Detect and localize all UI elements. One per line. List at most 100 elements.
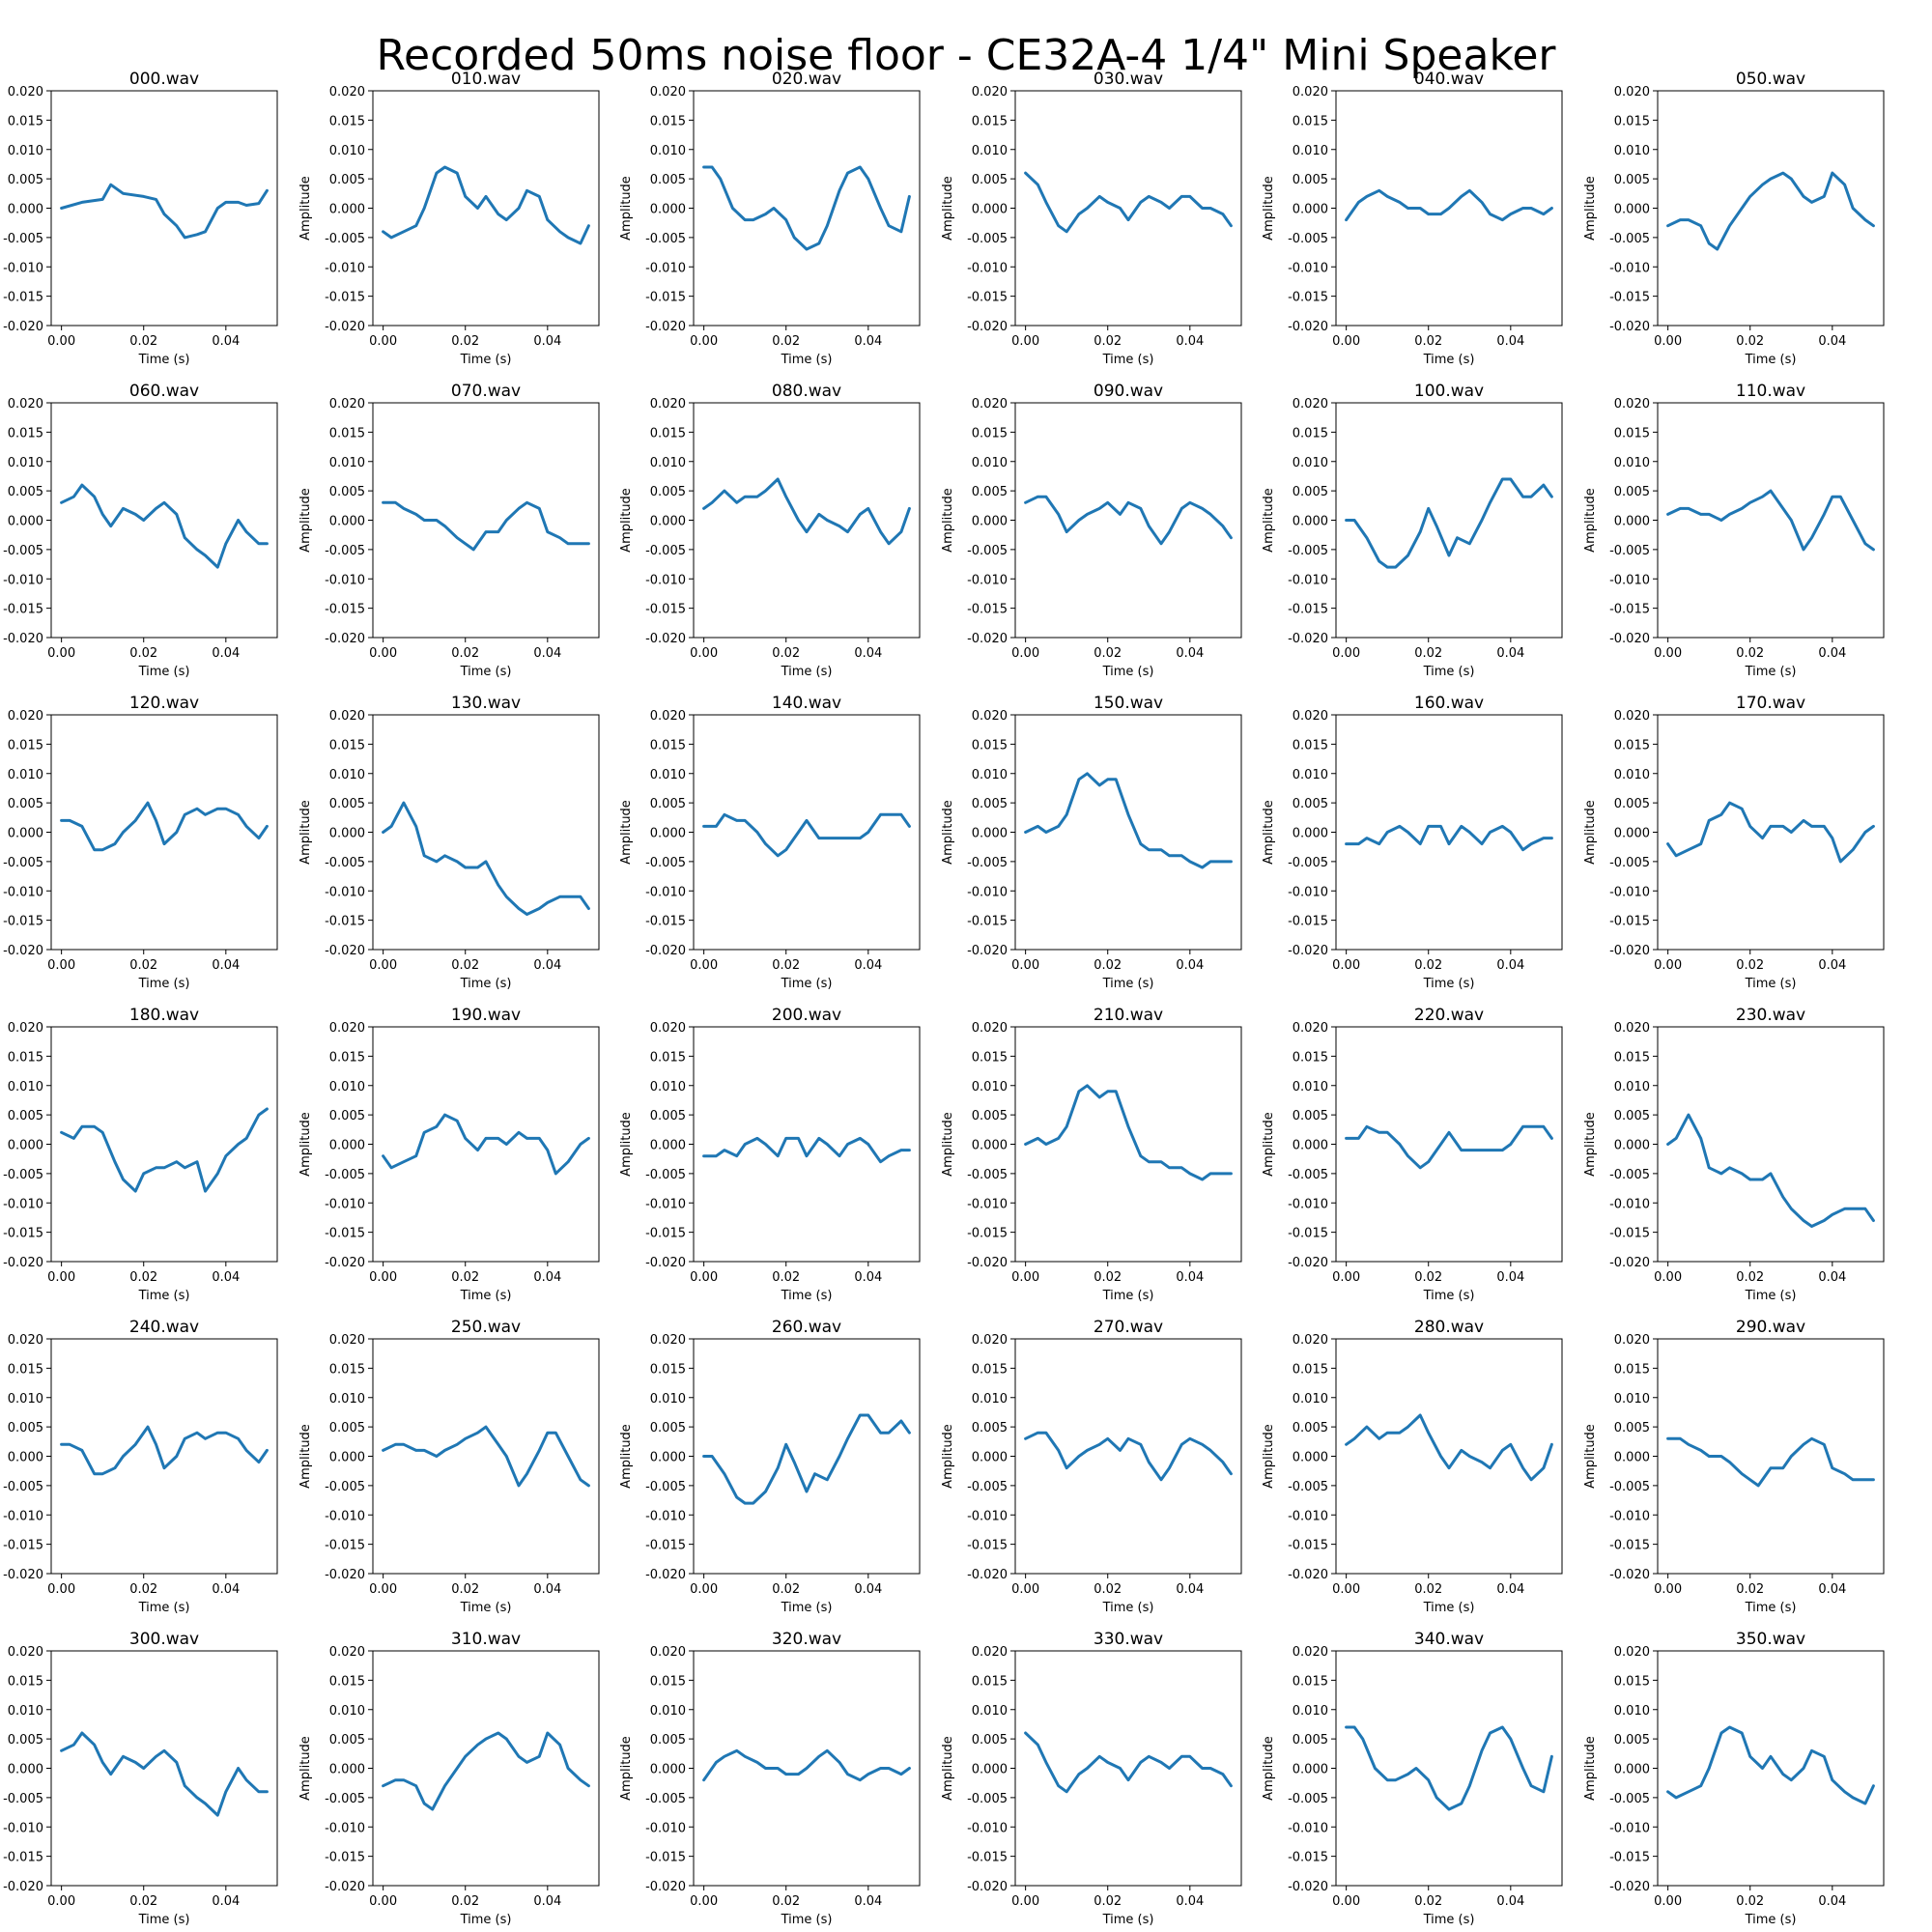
y-tick-label: -0.015 [1288, 291, 1328, 305]
y-tick-label: 0.010 [8, 1704, 43, 1719]
series-line [60, 1107, 269, 1193]
y-tick-label: 0.005 [650, 1733, 686, 1747]
y-tick-label: -0.005 [1609, 856, 1650, 870]
y-tick-label: -0.005 [325, 1792, 365, 1806]
x-tick-label: 0.02 [1414, 1270, 1442, 1285]
y-axis-label: Amplitude [619, 176, 634, 241]
y-tick-label: 0.000 [1293, 1451, 1328, 1465]
y-tick-label: -0.020 [967, 1568, 1008, 1582]
y-tick-label: -0.020 [967, 320, 1008, 334]
axes-frame [372, 1026, 600, 1263]
subplot-title: 180.wav [129, 1006, 199, 1025]
x-tick-label: 0.04 [1176, 1582, 1204, 1597]
y-tick-label: 0.000 [329, 1451, 365, 1465]
series-line [1666, 489, 1875, 552]
x-axis-label: Time (s) [1423, 1601, 1475, 1615]
y-tick-label: 0.010 [8, 1392, 43, 1406]
subplot: 240.wav 0.020 0.015 0.010 0.005 0.000 -0.005 -0… [3, 1318, 278, 1615]
y-tick-label: -0.020 [1609, 944, 1650, 958]
y-tick-label: 0.010 [972, 1080, 1008, 1094]
y-tick-label: -0.005 [967, 1168, 1008, 1182]
x-tick-label: 0.02 [129, 646, 157, 661]
subplot-title: 170.wav [1736, 694, 1805, 713]
x-tick-label: 0.00 [1332, 646, 1360, 661]
y-tick-label: -0.020 [3, 1256, 43, 1270]
subplot-title: 350.wav [1736, 1630, 1805, 1649]
subplot-title: 290.wav [1736, 1318, 1805, 1337]
x-axis-label: Time (s) [138, 353, 190, 367]
x-tick-label: 0.00 [1011, 1270, 1039, 1285]
y-tick-label: -0.010 [645, 885, 686, 899]
y-tick-label: 0.005 [1614, 1733, 1650, 1747]
subplot: 320.wav 0.020 0.015 0.010 0.005 0.000 -0.005 -0… [619, 1630, 921, 1927]
y-tick-label: 0.020 [1293, 397, 1328, 412]
axes-frame [1014, 1338, 1242, 1575]
x-tick-label: 0.00 [47, 646, 75, 661]
y-tick-label: 0.010 [650, 768, 686, 782]
x-tick-label: 0.04 [1818, 1582, 1846, 1597]
axes-frame [372, 1338, 600, 1575]
y-tick-label: 0.005 [972, 173, 1008, 187]
y-tick-label: -0.015 [325, 603, 365, 617]
y-tick-label: 0.015 [1293, 1674, 1328, 1689]
y-tick-label: 0.020 [650, 1333, 686, 1348]
x-tick-label: 0.04 [212, 1894, 240, 1909]
y-tick-label: 0.005 [1293, 173, 1328, 187]
y-tick-label: -0.020 [3, 944, 43, 958]
y-tick-label: 0.015 [329, 114, 365, 128]
axes-frame [693, 90, 921, 327]
y-tick-label: -0.015 [325, 915, 365, 929]
series-line [1024, 1731, 1233, 1794]
y-tick-label: -0.010 [1609, 1197, 1650, 1211]
x-tick-label: 0.02 [451, 646, 479, 661]
x-axis-label: Time (s) [460, 1289, 512, 1303]
series-line [382, 1425, 590, 1488]
x-tick-label: 0.04 [854, 1270, 882, 1285]
series-line [1024, 495, 1233, 546]
y-tick-label: 0.005 [329, 173, 365, 187]
x-tick-label: 0.02 [772, 1582, 800, 1597]
y-axis-label: Amplitude [1583, 488, 1598, 553]
y-tick-label: -0.020 [325, 1880, 365, 1894]
y-tick-label: -0.015 [1288, 603, 1328, 617]
x-tick-label: 0.00 [369, 646, 397, 661]
y-tick-label: 0.000 [1293, 515, 1328, 529]
y-tick-label: -0.015 [1288, 915, 1328, 929]
x-axis-label: Time (s) [460, 1601, 512, 1615]
x-axis-label: Time (s) [138, 1913, 190, 1927]
y-tick-label: -0.005 [1609, 1480, 1650, 1494]
y-tick-label: -0.020 [1609, 1256, 1650, 1270]
subplot-title: 340.wav [1414, 1630, 1484, 1649]
x-tick-label: 0.02 [451, 1270, 479, 1285]
y-axis-label: Amplitude [941, 1112, 955, 1177]
y-tick-label: 0.010 [1293, 1080, 1328, 1094]
y-tick-label: 0.015 [972, 1362, 1008, 1377]
y-tick-label: 0.000 [972, 1139, 1008, 1153]
x-tick-label: 0.02 [772, 646, 800, 661]
subplot: 080.wav 0.020 0.015 0.010 0.005 0.000 -0.005 -0… [619, 382, 921, 679]
series-line [1024, 1084, 1233, 1181]
y-tick-label: -0.020 [3, 1568, 43, 1582]
x-tick-label: 0.04 [1176, 1894, 1204, 1909]
y-tick-label: 0.000 [1614, 827, 1650, 841]
x-tick-label: 0.02 [129, 1894, 157, 1909]
y-tick-label: 0.005 [972, 797, 1008, 811]
x-axis-label: Time (s) [1102, 665, 1154, 679]
y-tick-label: -0.005 [1609, 544, 1650, 558]
y-axis-label: Amplitude [298, 176, 313, 241]
y-tick-label: 0.020 [329, 85, 365, 99]
series-line [60, 801, 269, 852]
y-tick-label: 0.020 [329, 709, 365, 724]
y-axis-label: Amplitude [1583, 1424, 1598, 1489]
y-tick-label: 0.005 [1614, 173, 1650, 187]
y-tick-label: 0.020 [1614, 709, 1650, 724]
subplot-title: 140.wav [772, 694, 841, 713]
y-tick-label: -0.010 [967, 261, 1008, 275]
y-tick-label: 0.000 [972, 1763, 1008, 1777]
x-tick-label: 0.00 [47, 334, 75, 349]
subplot: 260.wav 0.020 0.015 0.010 0.005 0.000 -0.005 -0… [619, 1318, 921, 1615]
y-axis-label: Amplitude [619, 1736, 634, 1801]
axes-frame [1335, 402, 1563, 639]
y-tick-label: 0.015 [650, 738, 686, 753]
x-axis-label: Time (s) [1745, 1601, 1797, 1615]
